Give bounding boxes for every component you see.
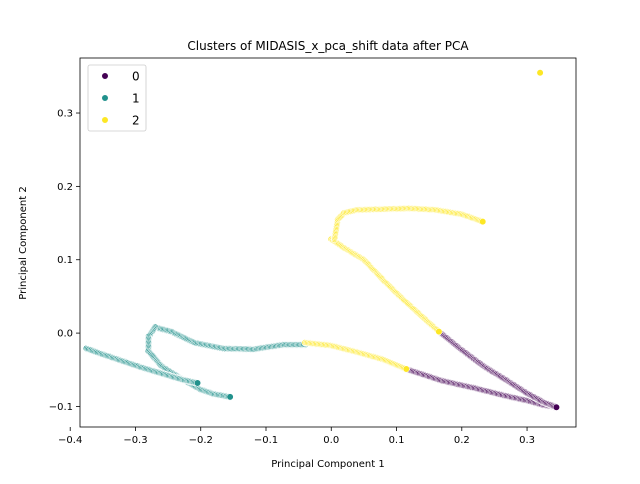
data-point	[536, 69, 544, 77]
plot-frame	[79, 57, 577, 428]
x-tick-label: −0.1	[254, 435, 278, 446]
legend-label: 2	[132, 114, 140, 128]
x-axis-label: Principal Component 1	[271, 459, 384, 470]
data-point	[193, 379, 202, 387]
data-point	[435, 328, 443, 336]
chart-title: Clusters of MIDASIS_x_pca_shift data aft…	[187, 39, 469, 53]
scatter-marks	[82, 69, 561, 411]
y-axis-ticks: −0.1 0.0 0.1 0.2 0.3	[49, 109, 80, 413]
data-point	[402, 365, 410, 373]
y-tick-label: −0.1	[49, 402, 73, 413]
legend-marker	[101, 72, 109, 80]
data-point	[479, 218, 487, 226]
x-tick-label: −0.4	[58, 435, 82, 446]
legend-marker	[101, 116, 109, 124]
y-axis-label: Principal Component 2	[18, 186, 29, 299]
legend-frame	[87, 64, 147, 132]
series-1	[82, 323, 309, 401]
y-tick-label: 0.3	[57, 109, 73, 120]
x-tick-label: 0.0	[323, 435, 339, 446]
legend-label: 0	[132, 70, 140, 84]
x-tick-label: −0.3	[123, 435, 147, 446]
x-tick-label: 0.3	[519, 435, 535, 446]
y-tick-label: 0.2	[57, 182, 73, 193]
series-2	[301, 69, 544, 373]
x-tick-label: 0.1	[389, 435, 405, 446]
series-0	[402, 328, 561, 411]
x-tick-label: 0.2	[454, 435, 470, 446]
legend-label: 1	[132, 92, 140, 106]
legend: 0 1 2	[87, 64, 147, 132]
y-tick-label: 0.0	[57, 329, 73, 340]
data-point	[226, 393, 234, 401]
data-point	[552, 403, 561, 411]
legend-marker	[101, 94, 109, 102]
y-tick-label: 0.1	[57, 255, 73, 266]
x-axis-ticks: −0.4 −0.3 −0.2 −0.1 0.0 0.1 0.2 0.3	[58, 427, 535, 446]
x-tick-label: −0.2	[189, 435, 213, 446]
